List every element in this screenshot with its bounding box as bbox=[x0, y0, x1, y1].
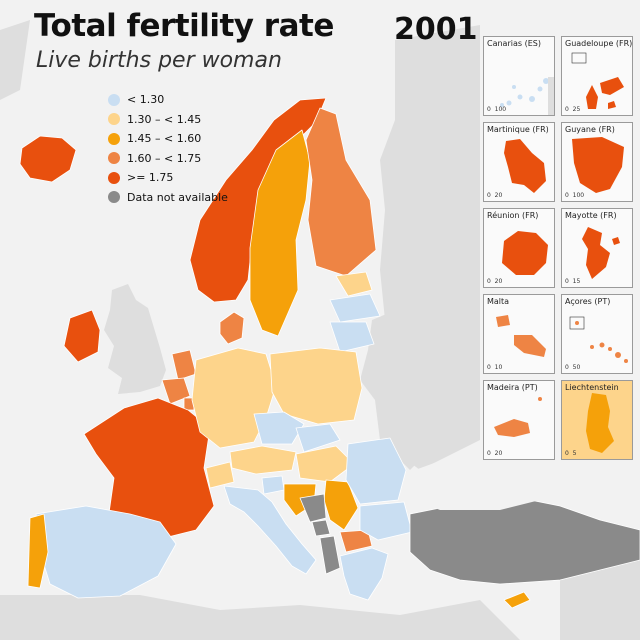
inset-guadeloupe-shape bbox=[571, 52, 624, 109]
inset-madeira: Madeira (PT) 0 20 bbox=[483, 380, 555, 460]
country-iceland bbox=[19, 135, 77, 183]
inset-title: Guadeloupe (FR) bbox=[565, 39, 633, 48]
country-poland bbox=[269, 347, 363, 425]
country-netherlands bbox=[171, 349, 197, 381]
legend-label: 1.60 – < 1.75 bbox=[127, 151, 202, 165]
legend-swatch bbox=[108, 171, 120, 184]
country-romania bbox=[345, 437, 407, 505]
country-sweden bbox=[249, 129, 311, 337]
inset-scale: 0 20 bbox=[487, 450, 503, 457]
inset-martinique-shape bbox=[504, 139, 546, 193]
inset-reunion-shape bbox=[502, 231, 548, 275]
country-switzerland bbox=[205, 461, 235, 489]
legend-label: 1.45 – < 1.60 bbox=[127, 132, 202, 146]
country-italy bbox=[223, 485, 317, 575]
legend-swatch bbox=[108, 132, 120, 145]
africa-land bbox=[0, 595, 520, 640]
country-montenegro bbox=[311, 519, 331, 537]
legend-item-160-175: 1.60 – < 1.75 bbox=[108, 149, 228, 169]
legend-item-gte-175: >= 1.75 bbox=[108, 168, 228, 188]
inset-title: Liechtenstein bbox=[565, 383, 619, 392]
country-albania bbox=[319, 535, 341, 575]
inset-liechtenstein-shape bbox=[586, 393, 614, 453]
legend-item-lt-130: < 1.30 bbox=[108, 90, 228, 110]
inset-canarias: Canarias (ES) 0 100 bbox=[483, 36, 555, 116]
united-kingdom bbox=[104, 284, 166, 394]
country-finland bbox=[305, 107, 377, 277]
inset-acores: Açores (PT) 0 50 bbox=[561, 294, 633, 374]
inset-martinique: Martinique (FR) 0 20 bbox=[483, 122, 555, 202]
country-latvia bbox=[329, 293, 381, 323]
legend-swatch bbox=[108, 113, 120, 126]
country-portugal bbox=[27, 513, 49, 589]
country-luxembourg bbox=[183, 397, 195, 411]
country-bulgaria bbox=[359, 501, 413, 541]
inset-scale: 0 15 bbox=[565, 278, 581, 285]
inset-scale: 0 100 bbox=[565, 192, 585, 199]
inset-mayotte-shape bbox=[582, 227, 620, 279]
country-denmark bbox=[219, 311, 245, 345]
legend-label: >= 1.75 bbox=[127, 171, 174, 185]
inset-title: Açores (PT) bbox=[565, 297, 611, 306]
inset-title: Mayotte (FR) bbox=[565, 211, 617, 220]
legend-item-145-160: 1.45 – < 1.60 bbox=[108, 129, 228, 149]
country-cyprus bbox=[503, 591, 531, 609]
inset-title: Martinique (FR) bbox=[487, 125, 549, 134]
legend-label: < 1.30 bbox=[127, 93, 165, 107]
country-ireland bbox=[63, 309, 101, 363]
legend-label: Data not available bbox=[127, 190, 228, 204]
inset-mayotte: Mayotte (FR) 0 15 bbox=[561, 208, 633, 288]
country-hungary bbox=[295, 445, 355, 483]
map-subtitle: Live births per woman bbox=[36, 48, 282, 73]
inset-reunion: Réunion (FR) 0 20 bbox=[483, 208, 555, 288]
country-france bbox=[83, 397, 215, 539]
inset-guadeloupe: Guadeloupe (FR) 0 25 bbox=[561, 36, 633, 116]
inset-acores-shape bbox=[569, 316, 628, 363]
inset-title: Canarias (ES) bbox=[487, 39, 541, 48]
legend-label: 1.30 – < 1.45 bbox=[127, 112, 202, 126]
inset-scale: 0 20 bbox=[487, 192, 503, 199]
legend-item-130-145: 1.30 – < 1.45 bbox=[108, 110, 228, 130]
legend-swatch bbox=[108, 93, 120, 106]
country-bosnia-and-herzegovina bbox=[299, 493, 327, 523]
year-label: 2001 bbox=[394, 12, 478, 47]
inset-guyane: Guyane (FR) 0 100 bbox=[561, 122, 633, 202]
legend-swatch bbox=[108, 191, 120, 204]
greenland-land bbox=[0, 20, 30, 100]
inset-scale: 0 50 bbox=[565, 364, 581, 371]
inset-title: Guyane (FR) bbox=[565, 125, 615, 134]
country-slovakia bbox=[295, 423, 341, 453]
background-land bbox=[0, 20, 640, 640]
inset-title: Madeira (PT) bbox=[487, 383, 538, 392]
inset-scale: 0 10 bbox=[487, 364, 503, 371]
country-greece bbox=[339, 547, 389, 601]
country-north-macedonia bbox=[339, 529, 373, 553]
inset-malta-shape bbox=[496, 315, 546, 357]
legend: < 1.30 1.30 – < 1.45 1.45 – < 1.60 1.60 … bbox=[108, 90, 228, 207]
inset-scale: 0 25 bbox=[565, 106, 581, 113]
inset-canarias-shape bbox=[500, 77, 554, 115]
black-sea bbox=[415, 450, 540, 510]
country-spain bbox=[35, 505, 177, 599]
inset-madeira-shape bbox=[494, 397, 542, 437]
legend-item-no-data: Data not available bbox=[108, 188, 228, 208]
inset-scale: 0 100 bbox=[487, 106, 507, 113]
inset-guyane-shape bbox=[572, 137, 624, 193]
country-austria bbox=[229, 445, 297, 475]
country-estonia bbox=[335, 271, 373, 297]
inset-malta: Malta 0 10 bbox=[483, 294, 555, 374]
legend-swatch bbox=[108, 152, 120, 165]
inset-scale: 0 20 bbox=[487, 278, 503, 285]
inset-title: Réunion (FR) bbox=[487, 211, 539, 220]
country-belgium bbox=[161, 377, 191, 405]
inset-title: Malta bbox=[487, 297, 510, 306]
inset-scale: 0 5 bbox=[565, 450, 577, 457]
country-slovenia bbox=[261, 475, 285, 495]
belarus-ukraine-land bbox=[360, 300, 480, 470]
country-lithuania bbox=[329, 321, 375, 353]
inset-liechtenstein: Liechtenstein 0 5 bbox=[561, 380, 633, 460]
map-title: Total fertility rate bbox=[34, 8, 334, 44]
